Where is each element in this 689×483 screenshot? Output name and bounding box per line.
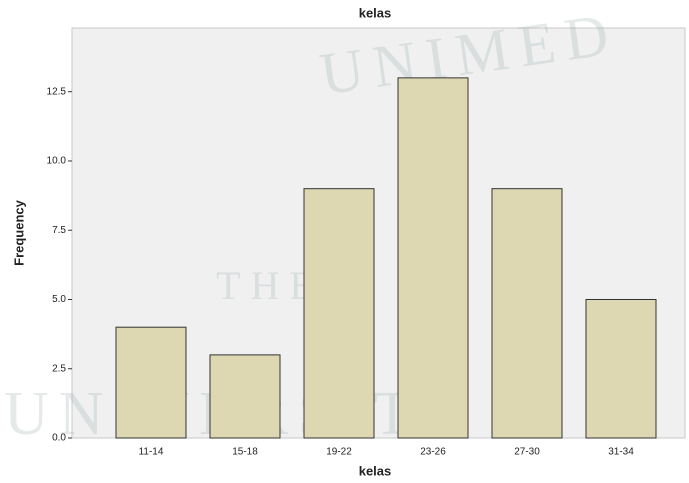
x-tick-label: 11-14	[139, 447, 164, 458]
y-tick-label: 2.5	[52, 363, 66, 374]
y-tick-label: 12.5	[47, 86, 67, 97]
chart-title: kelas	[359, 5, 392, 20]
bar	[491, 188, 563, 439]
x-tick-label: 31-34	[608, 447, 634, 458]
bar	[585, 298, 657, 439]
x-tick-label: 19-22	[326, 447, 352, 458]
y-tick-label: 5.0	[52, 294, 66, 305]
y-tick-label: 10.0	[47, 156, 67, 167]
bar	[303, 188, 375, 439]
x-axis-label: kelas	[359, 463, 392, 478]
x-tick-label: 23-26	[420, 447, 446, 458]
x-tick-label: 27-30	[514, 447, 540, 458]
bar	[115, 326, 187, 439]
y-tick-label: 7.5	[52, 225, 66, 236]
y-tick-label: 0.0	[52, 433, 66, 444]
watermark: THE	[216, 263, 324, 308]
y-axis-label: Frequency	[11, 199, 26, 266]
bar	[397, 77, 469, 439]
x-tick-label: 15-18	[232, 447, 258, 458]
bar	[209, 354, 281, 439]
